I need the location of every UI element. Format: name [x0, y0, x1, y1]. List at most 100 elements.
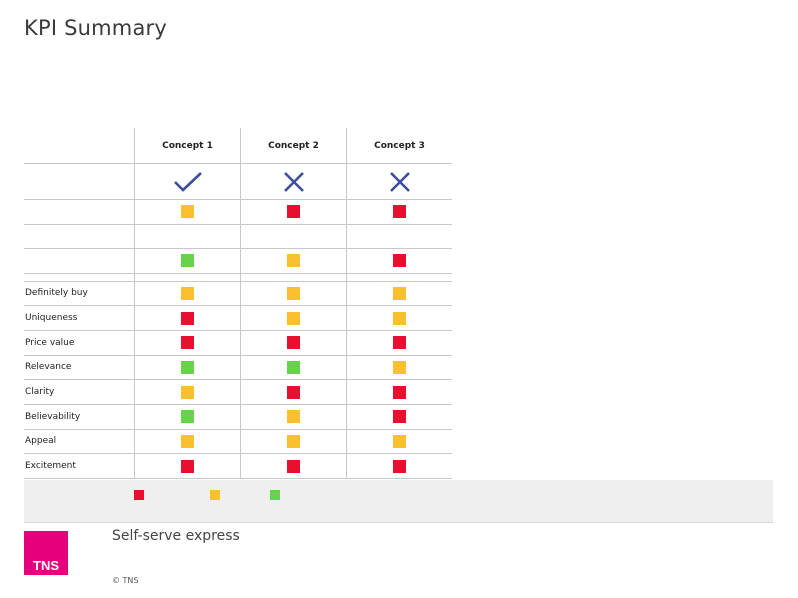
verdict-row	[24, 164, 452, 200]
check-icon	[173, 171, 203, 193]
tns-logo: TNS	[24, 531, 68, 575]
status-cell	[240, 224, 346, 248]
status-cell	[240, 306, 346, 330]
status-cell	[134, 380, 240, 404]
row-label: Appeal	[25, 436, 57, 447]
divider-cell	[346, 273, 452, 282]
divider-cell	[240, 273, 346, 282]
table-header-row: Concept 1 Concept 2 Concept 3	[24, 128, 452, 164]
divider-cell	[134, 273, 240, 282]
green-status-square	[287, 360, 300, 374]
status-cell	[134, 355, 240, 380]
status-cell	[134, 224, 240, 248]
status-cell	[134, 404, 240, 429]
status-cell	[240, 330, 346, 355]
amber-status-square	[287, 410, 300, 424]
table-row: Believability	[24, 404, 452, 430]
footer-divider	[24, 522, 773, 523]
status-cell	[240, 200, 346, 224]
logo-text: TNS	[33, 558, 59, 573]
cross-icon	[389, 171, 411, 193]
amber-status-square	[181, 434, 194, 448]
status-cell	[346, 429, 452, 454]
status-cell	[134, 429, 240, 454]
verdict-cell	[346, 164, 452, 199]
red-status-square	[393, 459, 406, 473]
red-legend-swatch	[134, 490, 144, 500]
red-status-square	[181, 459, 194, 473]
red-status-square	[393, 385, 406, 399]
status-cell	[240, 404, 346, 429]
page-title: KPI Summary	[24, 16, 167, 40]
amber-status-square	[393, 311, 406, 325]
column-header-concept-2: Concept 2	[240, 128, 346, 163]
row-label	[24, 249, 134, 273]
green-status-square	[181, 360, 194, 374]
status-cell	[346, 404, 452, 429]
row-label	[24, 225, 134, 249]
amber-status-square	[393, 360, 406, 374]
status-cell	[134, 330, 240, 355]
column-header-concept-1: Concept 1	[134, 128, 240, 163]
status-cell	[240, 454, 346, 478]
red-status-square	[393, 205, 406, 219]
table-row	[24, 224, 452, 249]
table-row	[24, 249, 452, 274]
tagline: Self-serve express	[112, 528, 240, 544]
status-cell	[240, 380, 346, 404]
red-status-square	[393, 254, 406, 268]
green-status-square	[181, 410, 194, 424]
amber-status-square	[181, 385, 194, 399]
legend-item-amber	[210, 490, 226, 500]
amber-status-square	[287, 286, 300, 300]
verdict-cell	[134, 164, 240, 199]
status-cell	[134, 281, 240, 306]
status-cell	[346, 249, 452, 273]
green-legend-swatch	[270, 490, 280, 500]
copyright: © TNS	[112, 576, 139, 585]
red-status-square	[181, 336, 194, 350]
legend-item-green	[270, 490, 286, 500]
row-label: Price value	[25, 337, 75, 348]
status-cell	[240, 281, 346, 306]
row-label: Uniqueness	[25, 313, 78, 324]
red-status-square	[393, 336, 406, 350]
red-status-square	[287, 459, 300, 473]
status-cell	[240, 355, 346, 380]
status-cell	[346, 281, 452, 306]
row-label: Excitement	[25, 461, 76, 472]
status-cell	[240, 249, 346, 273]
status-cell	[134, 249, 240, 273]
divider-label-cell	[24, 274, 134, 282]
table-row: Relevance	[24, 355, 452, 381]
amber-legend-swatch	[210, 490, 220, 500]
status-cell	[134, 454, 240, 478]
table-row: Clarity	[24, 380, 452, 405]
amber-status-square	[181, 286, 194, 300]
amber-status-square	[181, 205, 194, 219]
status-cell	[346, 224, 452, 248]
row-label: Clarity	[25, 387, 55, 398]
row-label	[24, 200, 134, 224]
table-row: Appeal	[24, 429, 452, 455]
amber-status-square	[393, 286, 406, 300]
row-label: Relevance	[25, 362, 72, 373]
green-status-square	[181, 254, 194, 268]
status-cell	[346, 454, 452, 478]
header-label-cell	[24, 128, 134, 163]
amber-status-square	[393, 434, 406, 448]
verdict-label-cell	[24, 164, 134, 199]
cross-icon	[283, 171, 305, 193]
red-status-square	[181, 311, 194, 325]
row-label: Definitely buy	[25, 288, 88, 299]
status-cell	[134, 306, 240, 330]
status-cell	[346, 306, 452, 330]
status-cell	[134, 200, 240, 224]
table-row: Definitely buy	[24, 281, 452, 307]
verdict-cell	[240, 164, 346, 199]
amber-status-square	[287, 254, 300, 268]
kpi-table: Concept 1 Concept 2 Concept 3 Definitely…	[24, 128, 452, 479]
red-status-square	[287, 336, 300, 350]
section-divider	[24, 273, 452, 282]
status-cell	[240, 429, 346, 454]
